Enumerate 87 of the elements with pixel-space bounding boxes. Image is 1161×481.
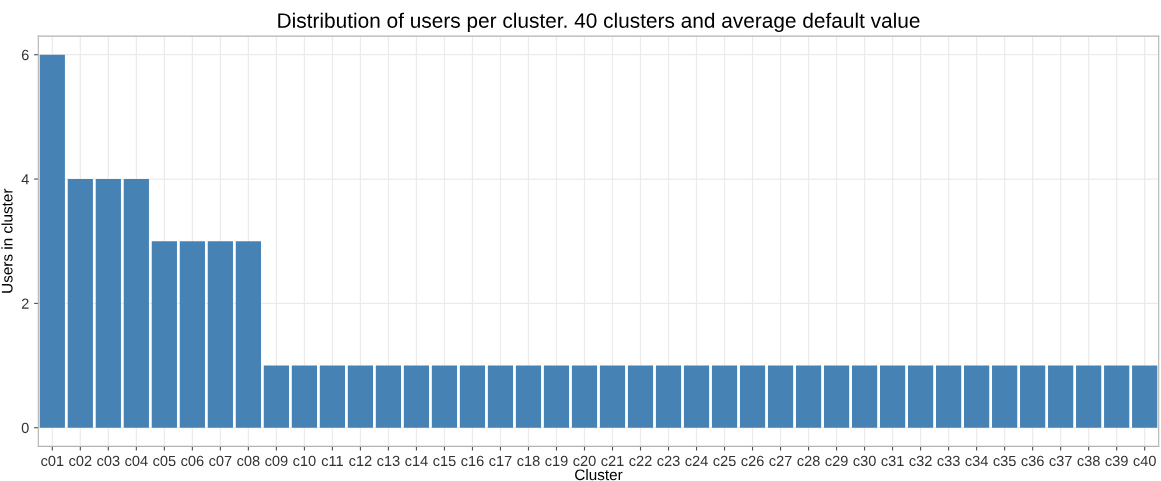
bar bbox=[795, 365, 822, 428]
x-tick-label: c21 bbox=[601, 455, 624, 467]
x-tick-label: c24 bbox=[685, 455, 708, 467]
x-tick-label: c33 bbox=[937, 455, 960, 467]
x-tick-label: c01 bbox=[41, 455, 64, 467]
x-tick-label: c22 bbox=[629, 455, 652, 467]
bar bbox=[207, 241, 233, 428]
x-tick-label: c40 bbox=[1133, 455, 1156, 467]
x-tick-label: c08 bbox=[237, 455, 260, 467]
x-tick-label: c28 bbox=[797, 455, 820, 467]
x-tick-label: c02 bbox=[69, 455, 92, 467]
bar bbox=[683, 365, 710, 428]
bar bbox=[347, 365, 374, 428]
bar bbox=[459, 365, 486, 428]
bar bbox=[403, 365, 430, 428]
bar bbox=[179, 241, 205, 428]
x-tick-label: c20 bbox=[573, 455, 596, 467]
bar bbox=[1104, 365, 1130, 428]
bar bbox=[851, 365, 878, 428]
x-tick-label: c26 bbox=[741, 455, 764, 467]
bar bbox=[964, 365, 990, 428]
bar bbox=[431, 365, 458, 428]
bar bbox=[1076, 365, 1102, 428]
y-axis-title: Users in cluster bbox=[1, 188, 13, 293]
x-tick-label: c10 bbox=[293, 455, 316, 467]
bar bbox=[767, 365, 794, 428]
x-tick-label: c13 bbox=[377, 455, 400, 467]
x-tick-label: c30 bbox=[853, 455, 876, 467]
bar bbox=[711, 365, 738, 428]
bar bbox=[936, 365, 962, 428]
bar bbox=[543, 365, 570, 428]
bar bbox=[515, 365, 542, 428]
bar bbox=[319, 365, 346, 428]
x-tick-label: c04 bbox=[125, 455, 148, 467]
bar bbox=[571, 365, 598, 428]
bar bbox=[739, 365, 766, 428]
chart-title: Distribution of users per cluster. 40 clusters and average default value bbox=[278, 12, 920, 33]
y-tick-label: 6 bbox=[21, 49, 29, 61]
bar bbox=[375, 365, 402, 428]
bar bbox=[1048, 365, 1074, 428]
bar bbox=[627, 365, 654, 428]
x-tick-label: c36 bbox=[1021, 455, 1044, 467]
bar bbox=[151, 241, 177, 428]
bar bbox=[487, 365, 514, 428]
bar bbox=[95, 179, 121, 428]
bar bbox=[599, 365, 626, 428]
x-tick-label: c05 bbox=[153, 455, 176, 467]
bar bbox=[908, 365, 934, 428]
x-tick-label: c35 bbox=[993, 455, 1016, 467]
x-tick-label: c38 bbox=[1077, 455, 1100, 467]
x-tick-label: c03 bbox=[97, 455, 120, 467]
x-tick-label: c11 bbox=[321, 455, 343, 467]
y-tick-label: 0 bbox=[21, 422, 29, 434]
x-tick-label: c07 bbox=[209, 455, 232, 467]
bar bbox=[263, 365, 289, 428]
y-tick-label: 2 bbox=[21, 298, 29, 309]
bar bbox=[879, 365, 906, 428]
x-tick-label: c17 bbox=[489, 455, 512, 467]
x-tick-label: c29 bbox=[825, 455, 848, 467]
y-tick-label: 4 bbox=[21, 174, 29, 185]
x-axis-title: Cluster bbox=[575, 468, 623, 481]
bar bbox=[291, 365, 317, 428]
x-tick-label: c25 bbox=[713, 455, 736, 467]
x-tick-label: c09 bbox=[265, 455, 288, 467]
x-tick-label: c15 bbox=[433, 455, 456, 467]
bar bbox=[123, 179, 149, 428]
bar bbox=[1132, 365, 1158, 428]
x-tick-label: c16 bbox=[461, 455, 484, 467]
bar bbox=[39, 54, 65, 428]
x-tick-label: c37 bbox=[1049, 455, 1072, 467]
x-tick-label: c31 bbox=[881, 455, 904, 467]
x-tick-label: c12 bbox=[349, 455, 372, 467]
x-tick-label: c39 bbox=[1105, 455, 1128, 467]
x-tick-label: c23 bbox=[657, 455, 680, 467]
x-tick-label: c18 bbox=[517, 455, 540, 467]
x-tick-label: c19 bbox=[545, 455, 568, 467]
x-tick-label: c32 bbox=[909, 455, 932, 467]
bar bbox=[235, 241, 261, 428]
bar bbox=[67, 179, 93, 428]
bar bbox=[1020, 365, 1046, 428]
x-tick-label: c34 bbox=[965, 455, 988, 467]
x-tick-label: c14 bbox=[405, 455, 428, 467]
bar bbox=[823, 365, 850, 428]
bar bbox=[655, 365, 682, 428]
x-tick-label: c27 bbox=[769, 455, 792, 467]
bar bbox=[992, 365, 1018, 428]
x-tick-label: c06 bbox=[181, 455, 204, 467]
